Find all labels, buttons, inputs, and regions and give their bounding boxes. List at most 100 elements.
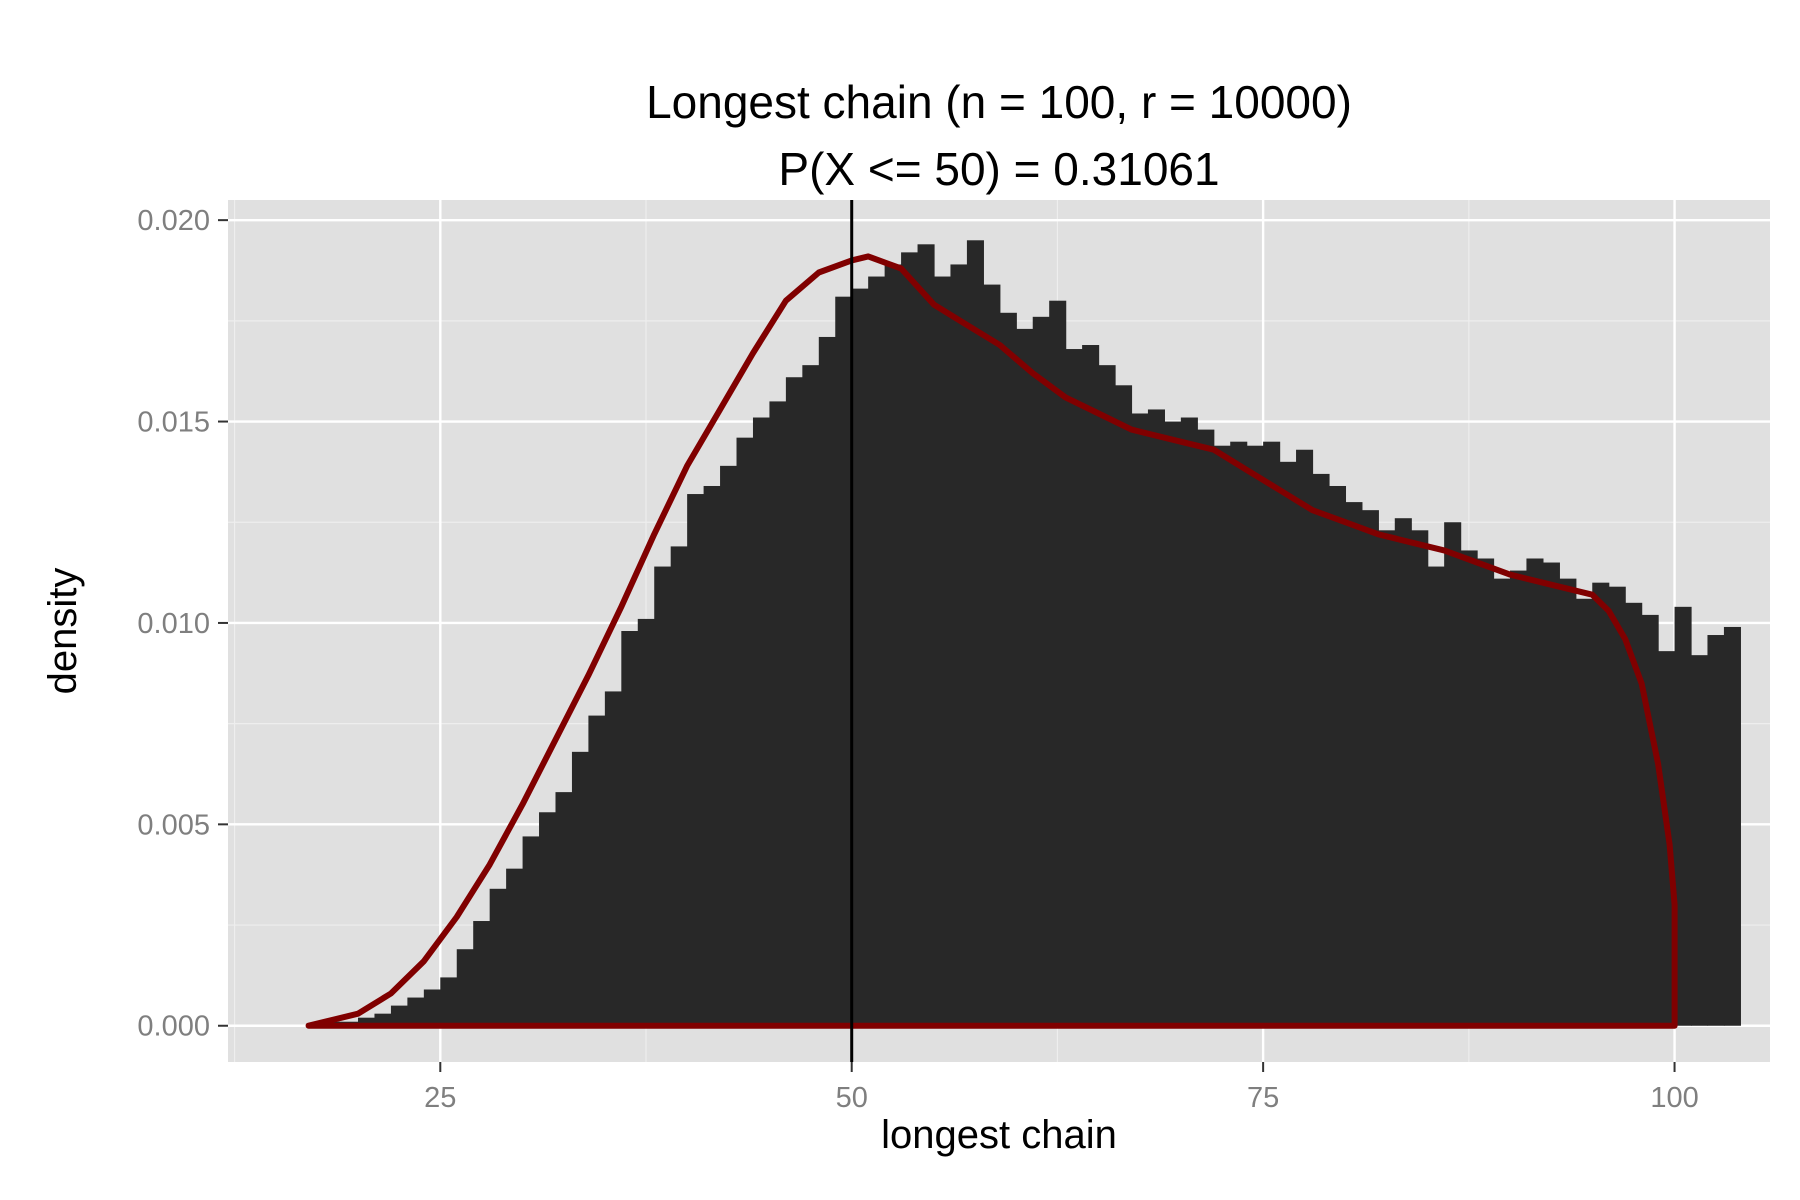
histogram-bar [1707,635,1725,1026]
histogram-bar [1246,445,1264,1026]
histogram-bar [966,240,984,1026]
histogram-bar [1345,502,1363,1026]
histogram-bar [1312,473,1330,1026]
histogram-bar [1328,485,1347,1026]
x-tick-label: 25 [424,1082,456,1114]
histogram-bar [720,465,738,1026]
histogram-bar [588,715,606,1026]
histogram-bar [917,244,935,1026]
histogram-bar [1115,385,1133,1026]
histogram-bar [1526,558,1544,1026]
histogram-bar [1016,328,1034,1026]
x-tick-label: 75 [1247,1082,1279,1114]
x-tick-label: 50 [836,1082,868,1114]
histogram-bar [670,546,688,1026]
histogram-bar [1542,562,1560,1026]
histogram-bar [604,691,622,1026]
chart-title: Longest chain (n = 100, r = 10000) [646,76,1352,128]
histogram-bar [752,417,771,1026]
histogram-bar [769,401,787,1026]
y-axis-title: density [41,568,85,695]
histogram-bar [1263,441,1281,1026]
histogram-bar [539,812,557,1026]
histogram-bar [1049,300,1067,1026]
histogram-bar [983,284,1001,1026]
y-tick-label: 0.020 [137,205,210,237]
histogram-bar [1164,421,1182,1026]
histogram-bar [358,1017,376,1026]
y-tick-label: 0.015 [137,407,210,439]
histogram-bar [407,997,425,1026]
chart-subtitle: P(X <= 50) = 0.31061 [778,143,1219,195]
histogram-bar [1082,345,1100,1026]
histogram-bar [802,365,820,1026]
histogram-bar [818,336,836,1026]
histogram-bar [456,949,474,1026]
histogram-bar [390,1005,408,1026]
histogram-bar [1460,550,1478,1026]
histogram-bar [1575,598,1593,1026]
histogram-bar [868,276,886,1026]
histogram-bar [1213,445,1231,1026]
histogram-bar [489,888,507,1026]
plot-panel [228,200,1770,1062]
histogram-bar [785,377,803,1026]
histogram-bar [851,288,869,1026]
histogram-bar [999,312,1017,1026]
histogram-bar [1394,518,1412,1026]
histogram-bar [1427,566,1445,1026]
histogram-bar [1477,558,1495,1026]
histogram-bar [687,494,705,1026]
histogram-bar [1691,655,1709,1026]
histogram-bar [1230,441,1248,1026]
histogram-bar [1509,570,1528,1026]
histogram-bar [1279,461,1297,1026]
histogram-bar [1378,530,1396,1026]
histogram-bar [1608,586,1626,1026]
histogram-bar [1361,510,1379,1026]
histogram-bar [1592,582,1610,1026]
histogram-bar [1723,626,1741,1026]
histogram-bar [473,921,491,1026]
histogram-bar [506,868,524,1026]
histogram-bar [571,751,590,1026]
histogram-bar [1131,413,1149,1026]
histogram-bar [933,276,952,1026]
histogram-bar [654,566,672,1026]
histogram-bar [621,631,639,1026]
y-tick-label: 0.000 [137,1011,210,1043]
histogram-bar [736,437,754,1026]
histogram-bar [1032,316,1050,1026]
histogram-bar [522,836,540,1026]
histogram-bar [1296,449,1314,1026]
histogram-bar [1065,349,1083,1026]
histogram-bar [1444,522,1462,1026]
histogram-bar [555,792,573,1026]
histogram-bar [1098,365,1116,1026]
histogram-bar [1641,614,1659,1026]
x-tick-label: 100 [1650,1082,1698,1114]
histogram-bar [703,485,721,1026]
histogram-bar [1625,602,1643,1026]
histogram-bar [1147,409,1165,1026]
histogram-bar [1493,578,1511,1026]
histogram-bar [423,989,441,1026]
histogram-bar [440,977,458,1026]
histogram-bar [1674,606,1692,1026]
histogram-bar [950,264,968,1026]
histogram-bar [637,618,655,1026]
x-axis-title: longest chain [881,1113,1117,1157]
density-curve [305,253,1678,1029]
x-axis: 25 50 75 100 [424,1062,1699,1114]
histogram-bar [901,252,919,1026]
histogram-bar [1180,417,1198,1026]
histogram-bar [1411,530,1429,1026]
y-axis: 0.000 0.005 0.010 0.015 0.020 [137,205,228,1043]
histogram-bar [1559,578,1577,1026]
histogram-bar [835,296,853,1026]
y-tick-label: 0.010 [137,608,210,640]
histogram-bar [884,264,902,1026]
y-tick-label: 0.005 [137,809,210,841]
histogram-bar [1197,429,1215,1026]
